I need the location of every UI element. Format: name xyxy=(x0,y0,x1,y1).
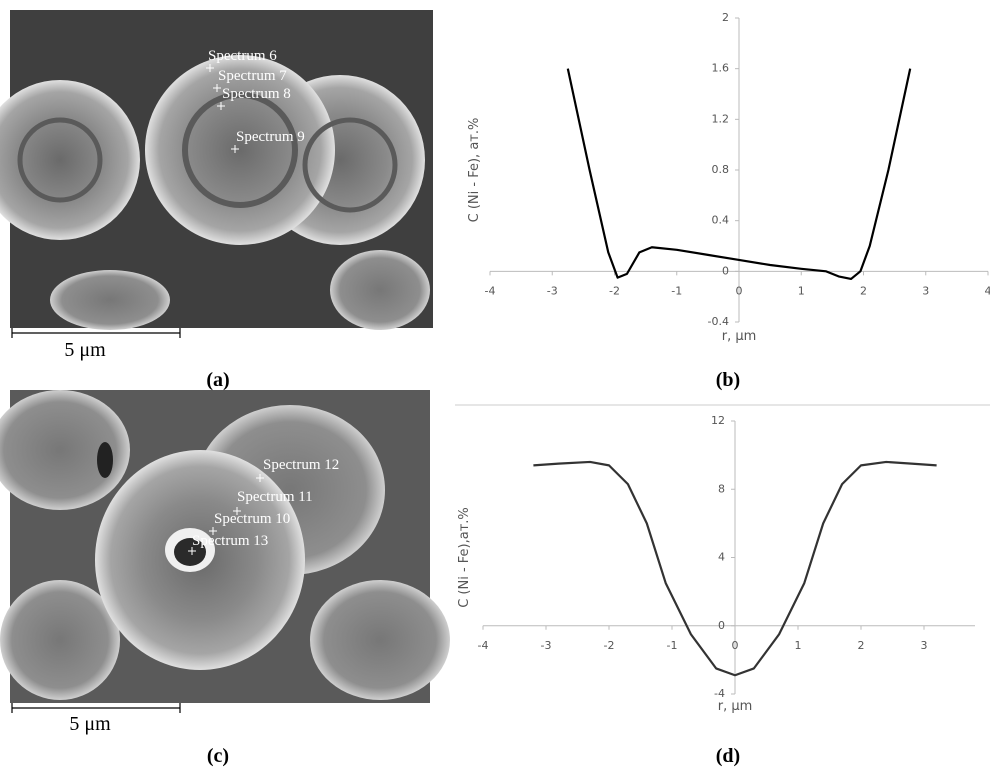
spectrum-label: Spectrum 6 xyxy=(208,48,277,64)
spectrum-label: Spectrum 9 xyxy=(236,129,305,145)
spectrum-marker xyxy=(209,527,217,535)
x-tick-label: 3 xyxy=(922,284,929,297)
x-tick-label: 4 xyxy=(985,284,990,297)
spectrum-marker xyxy=(217,102,225,110)
sem-image-c xyxy=(0,390,450,703)
data-line xyxy=(566,68,912,281)
x-tick-label: 2 xyxy=(860,284,867,297)
x-tick-label: 0 xyxy=(736,284,743,297)
spectrum-label: Spectrum 8 xyxy=(222,86,291,102)
x-tick-label: 1 xyxy=(798,284,805,297)
y-tick-label: 12 xyxy=(711,414,725,427)
x-tick-label: 1 xyxy=(795,639,802,652)
y-tick-label: 0 xyxy=(718,619,725,632)
scale-bar-label: 5 μm xyxy=(64,339,106,361)
scale-bar-label: 5 μm xyxy=(69,713,111,735)
spectrum-marker xyxy=(206,64,214,72)
y-tick-label: 0.4 xyxy=(712,214,730,227)
panel-label: (c) xyxy=(207,745,229,767)
spectrum-label: Spectrum 10 xyxy=(214,511,290,527)
spectrum-label: Spectrum 7 xyxy=(218,68,287,84)
scale-bars xyxy=(11,328,181,713)
y-tick-label: 1.2 xyxy=(712,112,730,125)
spectrum-label: Spectrum 12 xyxy=(263,457,339,473)
x-tick-label: -3 xyxy=(541,639,552,652)
spectrum-marker xyxy=(188,547,196,555)
x-axis-title: r, μm xyxy=(722,329,757,344)
y-axis-title: C (Ni - Fe),ат.% xyxy=(457,507,472,608)
panel-label: (a) xyxy=(206,369,229,391)
spectrum-label: Spectrum 13 xyxy=(192,533,268,549)
y-tick-label: 4 xyxy=(718,551,725,564)
y-axis-title: C (Ni - Fe), ат.% xyxy=(467,118,482,223)
x-tick-label: -4 xyxy=(478,639,489,652)
spectrum-label: Spectrum 11 xyxy=(237,489,313,505)
y-tick-label: 0.8 xyxy=(712,163,730,176)
y-tick-label: 1.6 xyxy=(712,62,730,75)
spectrum-marker xyxy=(231,145,239,153)
spectrum-marker xyxy=(213,84,221,92)
y-tick-label: 0 xyxy=(722,264,729,277)
panel-label: (b) xyxy=(716,369,740,391)
x-tick-label: 2 xyxy=(858,639,865,652)
x-tick-label: 3 xyxy=(921,639,928,652)
x-tick-label: -1 xyxy=(667,639,678,652)
sem-image-a xyxy=(0,10,433,330)
x-tick-label: -2 xyxy=(604,639,615,652)
data-line xyxy=(533,460,937,677)
y-tick-label: 8 xyxy=(718,482,725,495)
spectrum-marker xyxy=(233,507,241,515)
x-tick-label: -2 xyxy=(609,284,620,297)
y-tick-label: -0.4 xyxy=(708,315,729,328)
x-tick-label: 0 xyxy=(732,639,739,652)
x-tick-label: -1 xyxy=(671,284,682,297)
x-tick-label: -4 xyxy=(485,284,496,297)
y-tick-label: 2 xyxy=(722,11,729,24)
x-axis-title: r, μm xyxy=(718,699,753,714)
x-tick-label: -3 xyxy=(547,284,558,297)
spectrum-marker xyxy=(256,474,264,482)
y-tick-label: -4 xyxy=(714,687,725,700)
panel-label: (d) xyxy=(716,745,740,767)
